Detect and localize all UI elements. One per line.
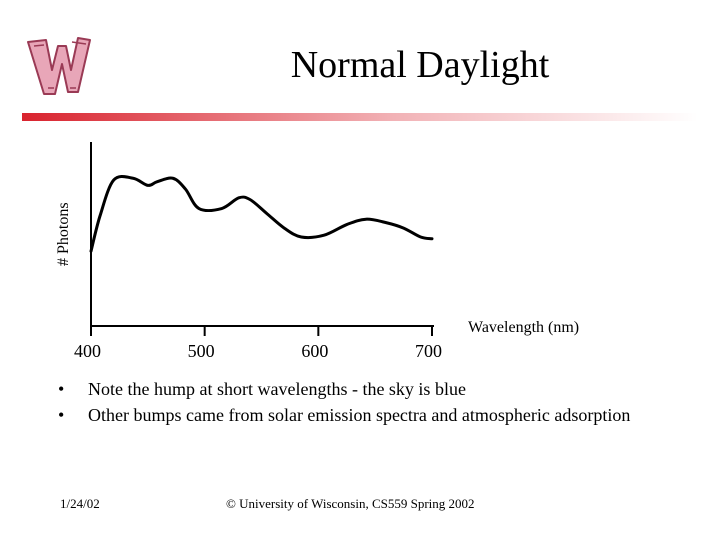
bullet-item: • Note the hump at short wavelengths - th… (58, 376, 668, 402)
footer-date: 1/24/02 (60, 496, 100, 511)
bullet-dot-icon: • (58, 405, 65, 425)
bullet-dot-icon: • (58, 379, 65, 399)
x-tick-label: 500 (188, 341, 215, 361)
x-tick-label: 400 (74, 341, 101, 361)
bullet-item: • Other bumps came from solar emission sp… (58, 402, 668, 428)
footer-copyright: © University of Wisconsin, CS559 Spring … (226, 496, 475, 511)
y-axis-label: # Photons (55, 202, 72, 266)
chart-axes (90, 142, 434, 327)
x-axis-label: Wavelength (nm) (468, 319, 579, 336)
accent-rule (22, 113, 698, 121)
bullet-text: Note the hump at short wavelengths - the… (88, 379, 466, 399)
spectrum-line (89, 174, 434, 253)
x-tick-label: 700 (415, 341, 442, 361)
bullet-text: Other bumps came from solar emission spe… (88, 405, 631, 425)
x-ticks: 400 500 600 700 (74, 326, 442, 361)
bullet-list: • Note the hump at short wavelengths - th… (58, 376, 668, 428)
slide-title: Normal Daylight (290, 44, 550, 86)
university-w-logo-icon (27, 37, 91, 95)
chart-series (89, 174, 434, 253)
x-tick-label: 600 (301, 341, 328, 361)
